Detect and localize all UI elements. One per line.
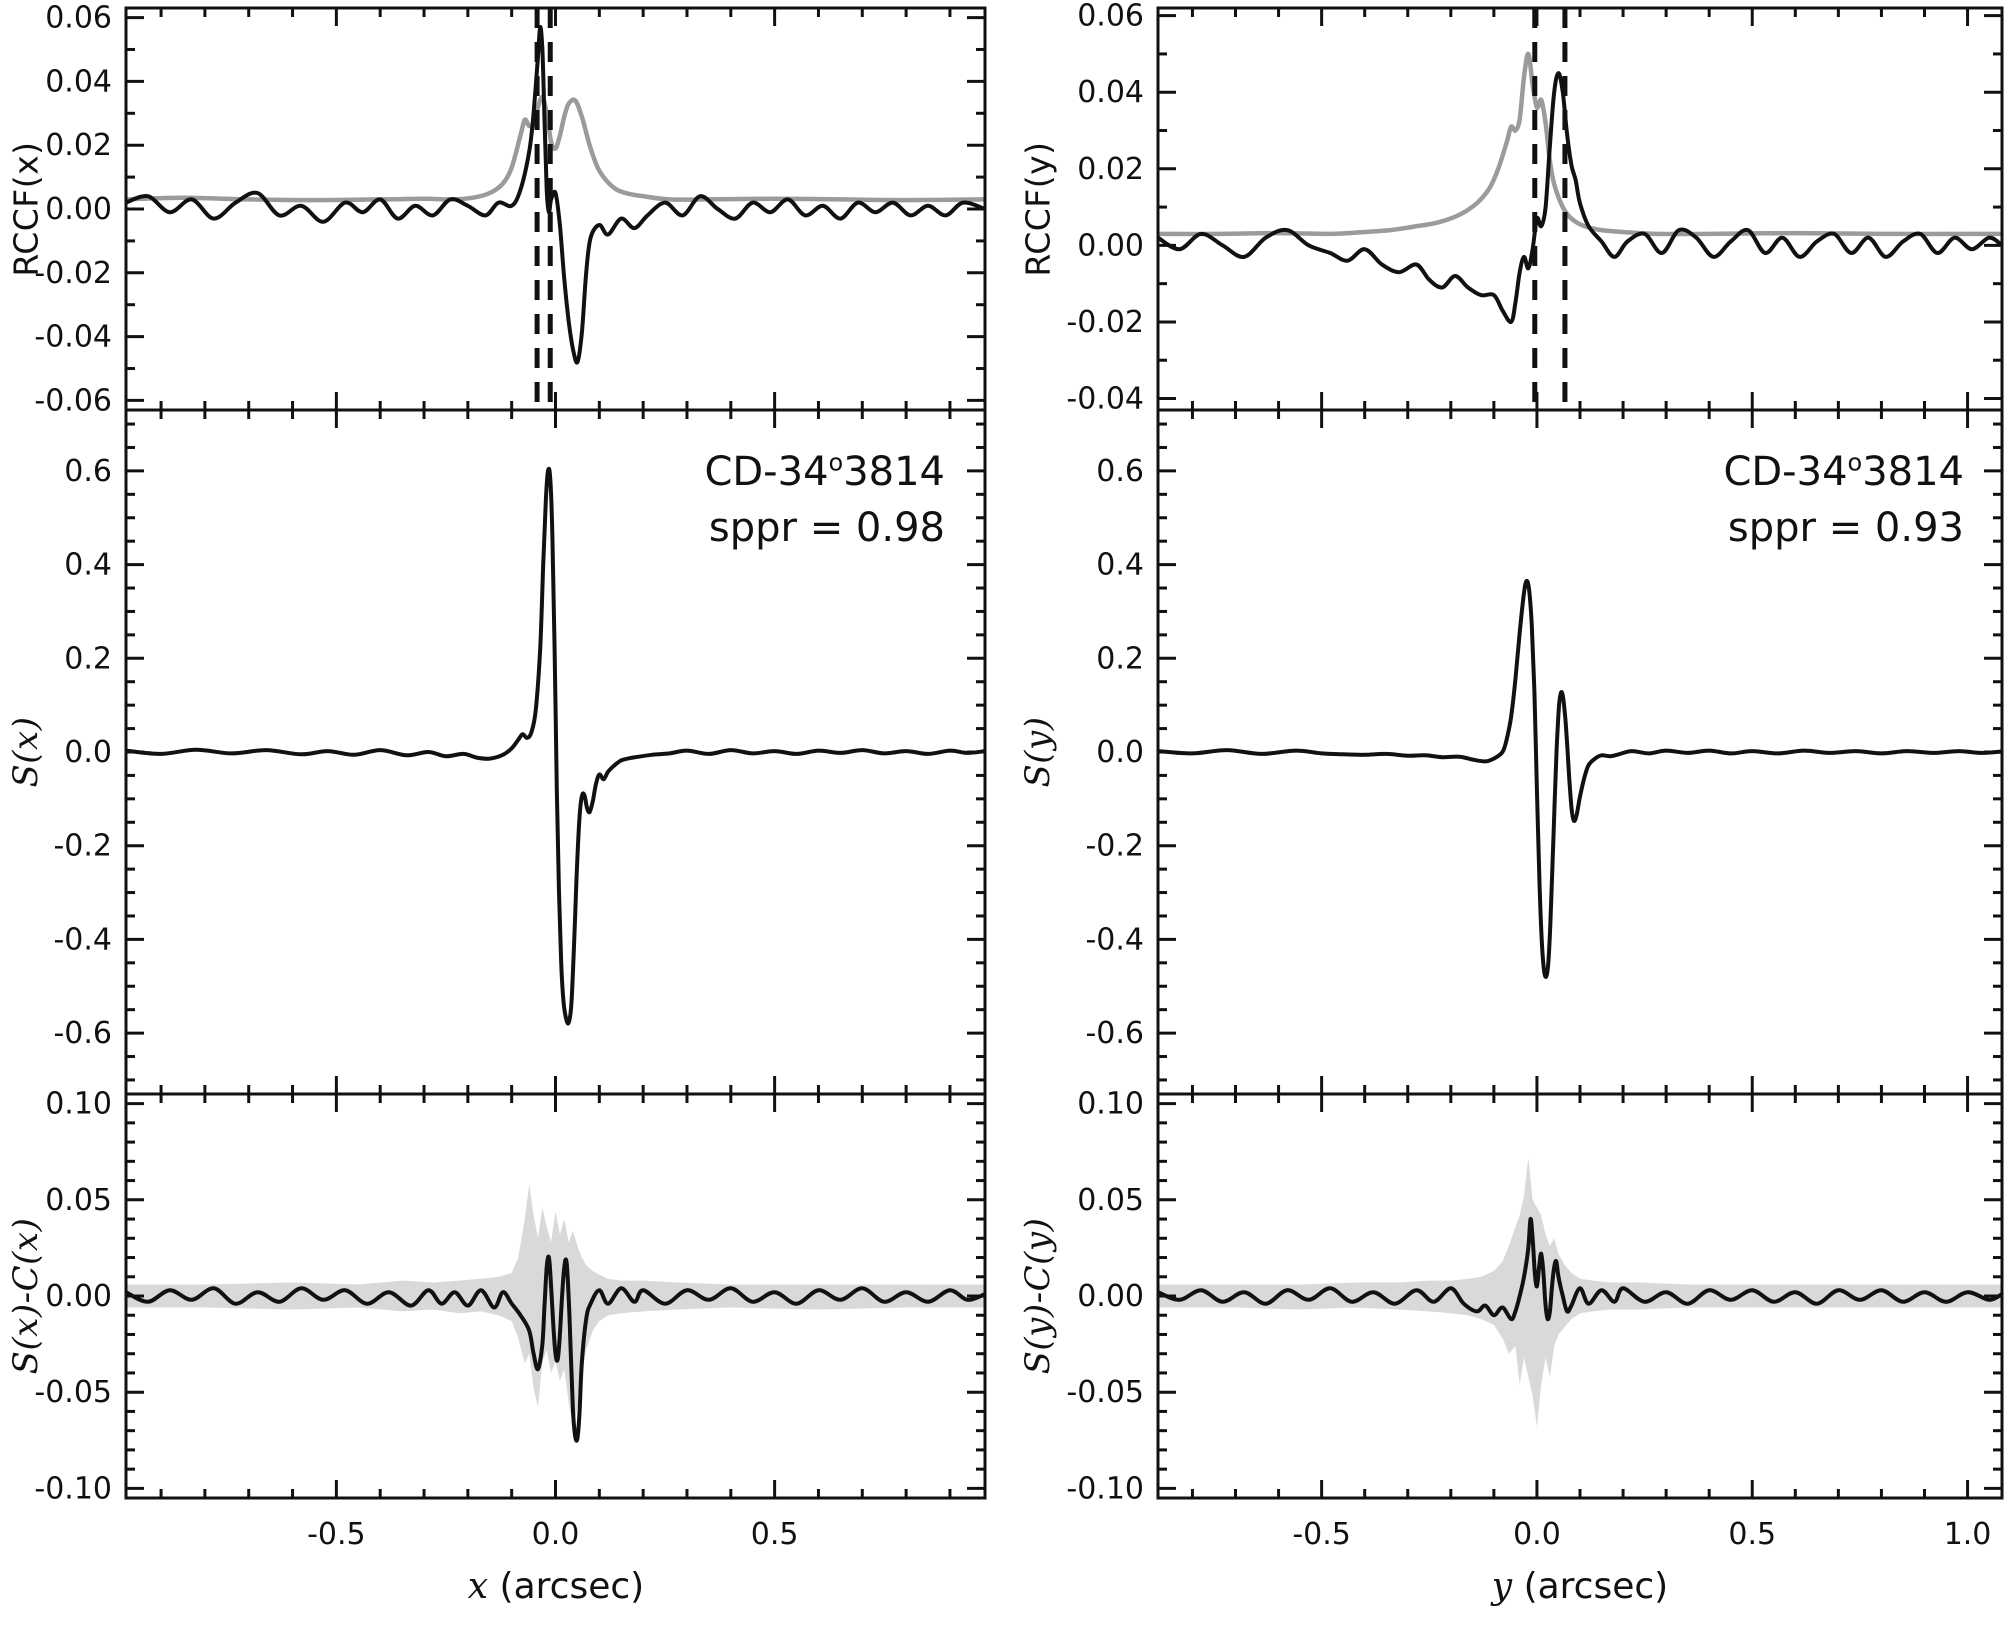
panel-res-y: 0.10 0.05 0.00 -0.05 -0.10 -0.5 0.0 0.5 1.0 xyxy=(1066,1087,2004,1552)
ticks-res-x xyxy=(126,1094,985,1498)
series-scan-y xyxy=(1158,578,2002,979)
plot-area-res-y xyxy=(1158,1157,2002,1427)
ticks-rccf-x xyxy=(126,8,985,410)
svg-text:-0.2: -0.2 xyxy=(1085,829,1144,864)
svg-text:-0.5: -0.5 xyxy=(307,1517,366,1552)
svg-text:-0.05: -0.05 xyxy=(1066,1375,1144,1410)
svg-text:0.6: 0.6 xyxy=(1096,454,1144,489)
tick-labels-s-x: 0.6 0.4 0.2 0.0 -0.2 -0.4 -0.6 xyxy=(53,454,112,1051)
svg-text:0.4: 0.4 xyxy=(1096,548,1144,583)
plot-area-res-x xyxy=(126,1184,985,1443)
svg-text:0.10: 0.10 xyxy=(1077,1087,1144,1122)
panel-frame xyxy=(124,6,987,412)
plot-area-s-x xyxy=(126,466,985,1026)
svg-text:0.0: 0.0 xyxy=(64,735,112,770)
panel-res-x: 0.10 0.05 0.00 -0.05 -0.10 -0.5 0.0 0.5 xyxy=(34,1087,987,1552)
series-residual-y xyxy=(1158,1216,2002,1322)
y-axis-label-res-y: S(y)-C(y) xyxy=(1018,1217,1058,1375)
svg-text:-0.04: -0.04 xyxy=(34,320,112,355)
svg-text:0.05: 0.05 xyxy=(1077,1183,1144,1218)
svg-text:0.6: 0.6 xyxy=(64,454,112,489)
tick-labels-s-y: 0.6 0.4 0.2 0.0 -0.2 -0.4 -0.6 xyxy=(1085,454,1144,1051)
svg-text:-0.02: -0.02 xyxy=(1066,305,1144,340)
svg-text:1.0: 1.0 xyxy=(1944,1517,1992,1552)
svg-text:0.0: 0.0 xyxy=(1096,735,1144,770)
svg-text:0.06: 0.06 xyxy=(45,1,112,36)
svg-text:-0.02: -0.02 xyxy=(34,256,112,291)
svg-text:-0.6: -0.6 xyxy=(1085,1016,1144,1051)
tick-labels-rccf-x: 0.06 0.04 0.02 0.00 -0.02 -0.04 -0.06 xyxy=(34,1,112,419)
svg-text:0.00: 0.00 xyxy=(1077,1279,1144,1314)
svg-text:0.04: 0.04 xyxy=(45,64,112,99)
svg-text:0.02: 0.02 xyxy=(1077,152,1144,187)
svg-text:0.4: 0.4 xyxy=(64,548,112,583)
svg-text:-0.6: -0.6 xyxy=(53,1016,112,1051)
svg-text:-0.06: -0.06 xyxy=(34,383,112,418)
ticks-s-x xyxy=(126,410,985,1094)
svg-text:0.2: 0.2 xyxy=(64,641,112,676)
target-name: CD-34o3814 xyxy=(1723,448,1964,495)
ticks-rccf-y xyxy=(1158,8,2002,410)
svg-text:0.02: 0.02 xyxy=(45,128,112,163)
svg-text:-0.5: -0.5 xyxy=(1292,1517,1351,1552)
panel-rccf-y: 0.06 0.04 0.02 0.00 -0.02 -0.04 xyxy=(1066,0,2004,417)
panel-rccf-x: 0.06 0.04 0.02 0.00 -0.02 -0.04 -0.06 xyxy=(34,1,987,419)
y-axis-label-rccf-x: RCCF(x) xyxy=(6,141,46,277)
svg-text:0.0: 0.0 xyxy=(532,1517,580,1552)
series-scan-x xyxy=(126,466,985,1026)
uncertainty-band xyxy=(126,1184,985,1427)
svg-text:0.05: 0.05 xyxy=(45,1183,112,1218)
series-rccf-x-secondary xyxy=(126,95,985,203)
x-axis-title-left: x (arcsec) xyxy=(467,1566,645,1607)
tick-labels-rccf-y: 0.06 0.04 0.02 0.00 -0.02 -0.04 xyxy=(1066,0,1144,417)
svg-text:-0.4: -0.4 xyxy=(1085,922,1144,957)
svg-text:0.04: 0.04 xyxy=(1077,75,1144,110)
plot-area-s-y xyxy=(1158,578,2002,979)
svg-text:0.5: 0.5 xyxy=(1728,1517,1776,1552)
uncertainty-band xyxy=(1158,1157,2002,1427)
series-residual-x xyxy=(126,1254,985,1443)
series-rccf-x-primary xyxy=(126,25,985,365)
series-rccf-y-secondary xyxy=(1158,51,2002,237)
x-axis-title-right: y (arcsec) xyxy=(1491,1566,1669,1607)
target-name: CD-34o3814 xyxy=(704,448,945,495)
svg-text:0.00: 0.00 xyxy=(45,192,112,227)
sppr-value: sppr = 0.93 xyxy=(1727,505,1964,551)
svg-text:0.06: 0.06 xyxy=(1077,0,1144,34)
target-annotation-y: CD-34o3814 sppr = 0.93 xyxy=(1723,444,1964,556)
y-axis-label-s-x: S(x) xyxy=(6,716,46,788)
svg-text:0.10: 0.10 xyxy=(45,1087,112,1122)
tick-labels-res-x: 0.10 0.05 0.00 -0.05 -0.10 -0.5 0.0 0.5 xyxy=(34,1087,798,1552)
svg-text:-0.10: -0.10 xyxy=(1066,1471,1144,1506)
svg-text:0.2: 0.2 xyxy=(1096,641,1144,676)
target-annotation-x: CD-34o3814 sppr = 0.98 xyxy=(704,444,945,556)
svg-text:-0.2: -0.2 xyxy=(53,829,112,864)
series-rccf-y-primary xyxy=(1158,71,2002,324)
y-axis-label-res-x: S(x)-C(x) xyxy=(6,1217,46,1375)
svg-text:0.0: 0.0 xyxy=(1513,1517,1561,1552)
svg-text:-0.4: -0.4 xyxy=(53,922,112,957)
y-axis-label-s-y: S(y) xyxy=(1018,716,1058,788)
svg-text:0.00: 0.00 xyxy=(1077,228,1144,263)
svg-text:-0.05: -0.05 xyxy=(34,1375,112,1410)
tick-labels-res-y: 0.10 0.05 0.00 -0.05 -0.10 -0.5 0.0 0.5 1.0 xyxy=(1066,1087,1991,1552)
y-axis-label-rccf-y: RCCF(y) xyxy=(1018,141,1058,277)
svg-text:0.5: 0.5 xyxy=(751,1517,799,1552)
plot-area-rccf-x xyxy=(126,8,985,410)
svg-text:0.00: 0.00 xyxy=(45,1279,112,1314)
sppr-value: sppr = 0.98 xyxy=(708,505,945,551)
ticks-res-y xyxy=(1158,1094,2002,1498)
svg-text:-0.10: -0.10 xyxy=(34,1471,112,1506)
svg-text:-0.04: -0.04 xyxy=(1066,382,1144,417)
plot-area-rccf-y xyxy=(1158,8,2002,410)
